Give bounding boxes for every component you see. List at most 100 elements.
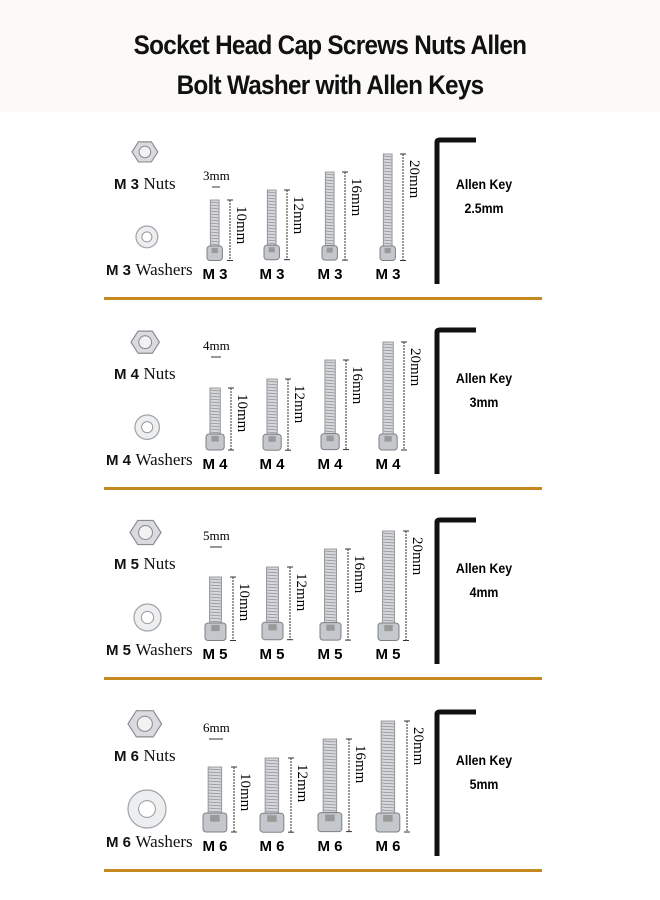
diameter-arrow-icon xyxy=(212,186,220,188)
length-dimension-line-icon xyxy=(230,766,237,833)
section-m3: M 3 Nuts M 3 Washers 3mm 10mm M 3 12mm M 3 16mm… xyxy=(0,112,660,302)
cap-screw-icon xyxy=(202,766,228,833)
screw-length-label: 10mm xyxy=(234,394,251,433)
length-dimension-line-icon xyxy=(402,530,409,641)
allen-key-size: 5mm xyxy=(469,776,499,792)
length-dimension-line-icon xyxy=(283,189,290,261)
cap-screw-icon xyxy=(259,757,285,833)
length-dimension-line-icon xyxy=(285,378,292,451)
screw-size-label: M 6 xyxy=(202,838,228,855)
screw-length-label: 16mm xyxy=(347,177,364,217)
cap-screw-icon xyxy=(261,566,283,641)
nuts-label: M 6 Nuts xyxy=(114,746,176,766)
length-dimension-line-icon xyxy=(228,387,235,451)
screw-length-label: 16mm xyxy=(350,554,367,594)
allen-key-size: 3mm xyxy=(469,394,499,410)
cap-screw-icon xyxy=(377,530,399,641)
screw-size-label: M 6 xyxy=(317,838,343,855)
nuts-size: M 6 xyxy=(114,748,140,765)
screw-size-label: M 3 xyxy=(202,266,228,283)
washer-icon xyxy=(134,414,160,440)
screw-size-label: M 5 xyxy=(317,646,343,663)
nuts-label: M 4 Nuts xyxy=(114,364,176,384)
length-dimension-line-icon xyxy=(286,566,293,641)
length-dimension-line-icon xyxy=(401,341,408,451)
diameter-label: 5mm xyxy=(203,528,230,543)
allen-key-icon xyxy=(434,327,476,474)
allen-key-label: Allen Key 5mm xyxy=(452,748,515,796)
nuts-size: M 3 xyxy=(114,176,140,193)
screw-size-label: M 3 xyxy=(259,266,285,283)
nuts-label: M 5 Nuts xyxy=(114,554,176,574)
screw-size-label: M 4 xyxy=(259,456,285,473)
washers-size: M 6 xyxy=(106,834,132,851)
nuts-text: Nuts xyxy=(143,554,176,573)
allen-key-title: Allen Key xyxy=(455,752,513,768)
length-dimension-line-icon xyxy=(287,757,294,833)
cap-screw-icon xyxy=(319,548,341,641)
allen-key-title: Allen Key xyxy=(455,176,513,192)
hex-nut-icon xyxy=(127,710,163,738)
cap-screw-icon xyxy=(204,576,226,641)
cap-screw-icon xyxy=(205,387,225,451)
hex-nut-icon xyxy=(130,330,160,354)
length-dimension-line-icon xyxy=(344,548,351,641)
hex-nut-icon xyxy=(131,141,159,163)
diameter-arrow-icon xyxy=(211,356,221,358)
length-dimension-line-icon xyxy=(403,720,410,833)
washers-label: M 5 Washers xyxy=(106,640,193,660)
screw-length-label: 20mm xyxy=(409,727,426,766)
section-separator xyxy=(104,869,542,872)
length-dimension-line-icon xyxy=(226,199,233,261)
cap-screw-icon xyxy=(375,720,401,833)
title-line-1: Socket Head Cap Screws Nuts Allen xyxy=(133,30,527,60)
allen-key-size: 2.5mm xyxy=(464,200,504,216)
length-dimension-line-icon xyxy=(229,576,236,641)
screw-length-label: 16mm xyxy=(351,745,368,784)
washers-label: M 6 Washers xyxy=(106,832,193,852)
screw-size-label: M 6 xyxy=(375,838,401,855)
diameter-arrow-icon xyxy=(210,546,222,548)
allen-key-label: Allen Key 2.5mm xyxy=(452,172,515,220)
cap-screw-icon xyxy=(206,199,224,261)
allen-key-size: 4mm xyxy=(469,584,499,600)
screw-size-label: M 5 xyxy=(259,646,285,663)
nuts-size: M 5 xyxy=(114,556,140,573)
allen-key-label: Allen Key 4mm xyxy=(452,556,515,604)
length-dimension-line-icon xyxy=(345,738,352,833)
length-dimension-line-icon xyxy=(341,171,348,261)
section-separator xyxy=(104,677,542,680)
section-separator xyxy=(104,297,542,300)
screw-size-label: M 3 xyxy=(317,266,343,283)
screw-length-label: 12mm xyxy=(293,763,310,803)
allen-key-icon xyxy=(434,517,476,664)
screw-size-label: M 5 xyxy=(202,646,228,663)
nuts-text: Nuts xyxy=(143,746,176,765)
screw-length-label: 10mm xyxy=(232,205,249,244)
allen-key-icon xyxy=(434,137,476,284)
length-dimension-line-icon xyxy=(343,359,350,451)
screw-size-label: M 5 xyxy=(375,646,401,663)
washers-text: Washers xyxy=(135,832,193,851)
nuts-text: Nuts xyxy=(143,364,176,383)
length-dimension-line-icon xyxy=(399,153,406,261)
diameter-label: 6mm xyxy=(203,720,230,735)
washers-text: Washers xyxy=(135,640,193,659)
screw-length-label: 20mm xyxy=(407,348,424,387)
diameter-label: 3mm xyxy=(203,168,230,183)
cap-screw-icon xyxy=(378,341,398,451)
washers-label: M 4 Washers xyxy=(106,450,193,470)
nuts-size: M 4 xyxy=(114,366,140,383)
screw-length-label: 10mm xyxy=(235,582,252,621)
washers-size: M 3 xyxy=(106,262,132,279)
washers-size: M 4 xyxy=(106,452,132,469)
washers-size: M 5 xyxy=(106,642,132,659)
cap-screw-icon xyxy=(379,153,397,261)
section-separator xyxy=(104,487,542,490)
screw-length-label: 12mm xyxy=(291,384,308,424)
cap-screw-icon xyxy=(262,378,282,451)
washers-text: Washers xyxy=(135,450,193,469)
screw-length-label: 12mm xyxy=(289,196,306,235)
washers-text: Washers xyxy=(135,260,193,279)
title-line-2: Bolt Washer with Allen Keys xyxy=(176,70,485,100)
